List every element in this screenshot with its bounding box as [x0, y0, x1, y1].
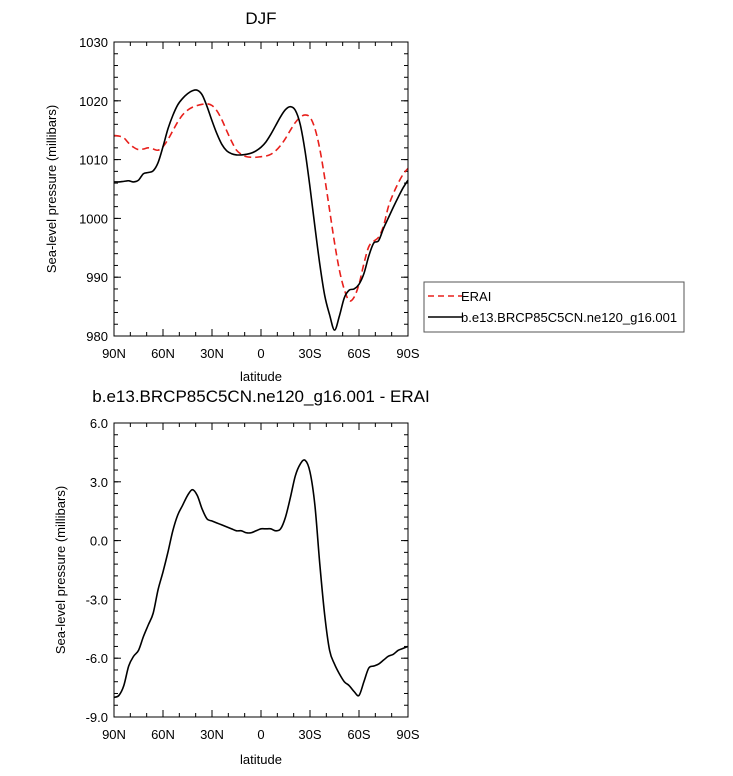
bottom-series-group — [113, 459, 409, 699]
bottom-x-tick-label: 30N — [200, 727, 224, 742]
legend-label-model: b.e13.BRCP85C5CN.ne120_g16.001 — [461, 310, 677, 325]
top-y-tick-label: 1030 — [79, 35, 108, 50]
top-x-tick-label: 90S — [396, 346, 419, 361]
bottom-series-line-difference — [113, 459, 409, 699]
top-x-tick-label: 30S — [298, 346, 321, 361]
top-y-tick-label: 990 — [86, 270, 108, 285]
top-panel: DJF Sea-level pressure (millibars) latit… — [44, 9, 420, 384]
bottom-plot-frame — [113, 422, 409, 718]
legend-label-erai: ERAI — [461, 289, 491, 304]
top-y-tick-label: 1020 — [79, 94, 108, 109]
bottom-x-tick-label: 90N — [102, 727, 126, 742]
top-y-tick-label: 1010 — [79, 153, 108, 168]
top-x-tick-label: 60S — [347, 346, 370, 361]
bottom-y-tick-label: -3.0 — [86, 592, 108, 607]
bottom-x-axis-label: latitude — [240, 752, 282, 767]
top-y-axis-label: Sea-level pressure (millibars) — [44, 105, 59, 273]
legend: ERAI b.e13.BRCP85C5CN.ne120_g16.001 — [423, 281, 685, 333]
top-y-tick-label: 980 — [86, 329, 108, 344]
bottom-x-tick-label: 0 — [257, 727, 264, 742]
bottom-y-tick-label: 0.0 — [90, 534, 108, 549]
top-axis-ticks: 90N 60N 30N 0 30S 60S 90S 980 990 1000 1010 1020 103… — [79, 35, 420, 361]
bottom-panel: b.e13.BRCP85C5CN.ne120_g16.001 - ERAI Se… — [53, 387, 430, 767]
top-x-tick-label: 90N — [102, 346, 126, 361]
bottom-y-tick-label: 3.0 — [90, 475, 108, 490]
bottom-x-tick-label: 90S — [396, 727, 419, 742]
top-series-group — [113, 89, 409, 331]
top-x-tick-label: 60N — [151, 346, 175, 361]
top-x-tick-label: 30N — [200, 346, 224, 361]
bottom-axis-ticks: 90N 60N 30N 0 30S 60S 90S -9.0 -6.0 -3.0 0.0 3.0 6.0 — [86, 416, 420, 742]
bottom-y-tick-label: -9.0 — [86, 710, 108, 725]
top-y-tick-label: 1000 — [79, 211, 108, 226]
bottom-x-tick-label: 30S — [298, 727, 321, 742]
bottom-x-tick-label: 60N — [151, 727, 175, 742]
top-x-axis-label: latitude — [240, 369, 282, 384]
top-x-tick-label: 0 — [257, 346, 264, 361]
bottom-y-axis-label: Sea-level pressure (millibars) — [53, 486, 68, 654]
bottom-y-tick-label: -6.0 — [86, 651, 108, 666]
bottom-x-tick-label: 60S — [347, 727, 370, 742]
legend-box — [423, 281, 685, 333]
bottom-chart-title: b.e13.BRCP85C5CN.ne120_g16.001 - ERAI — [92, 387, 429, 406]
top-chart-title: DJF — [245, 9, 276, 28]
top-plot-frame — [113, 41, 409, 337]
bottom-y-tick-label: 6.0 — [90, 416, 108, 431]
top-series-line-b-e13-brcp85c5cn-ne120-g16-001 — [113, 89, 409, 331]
